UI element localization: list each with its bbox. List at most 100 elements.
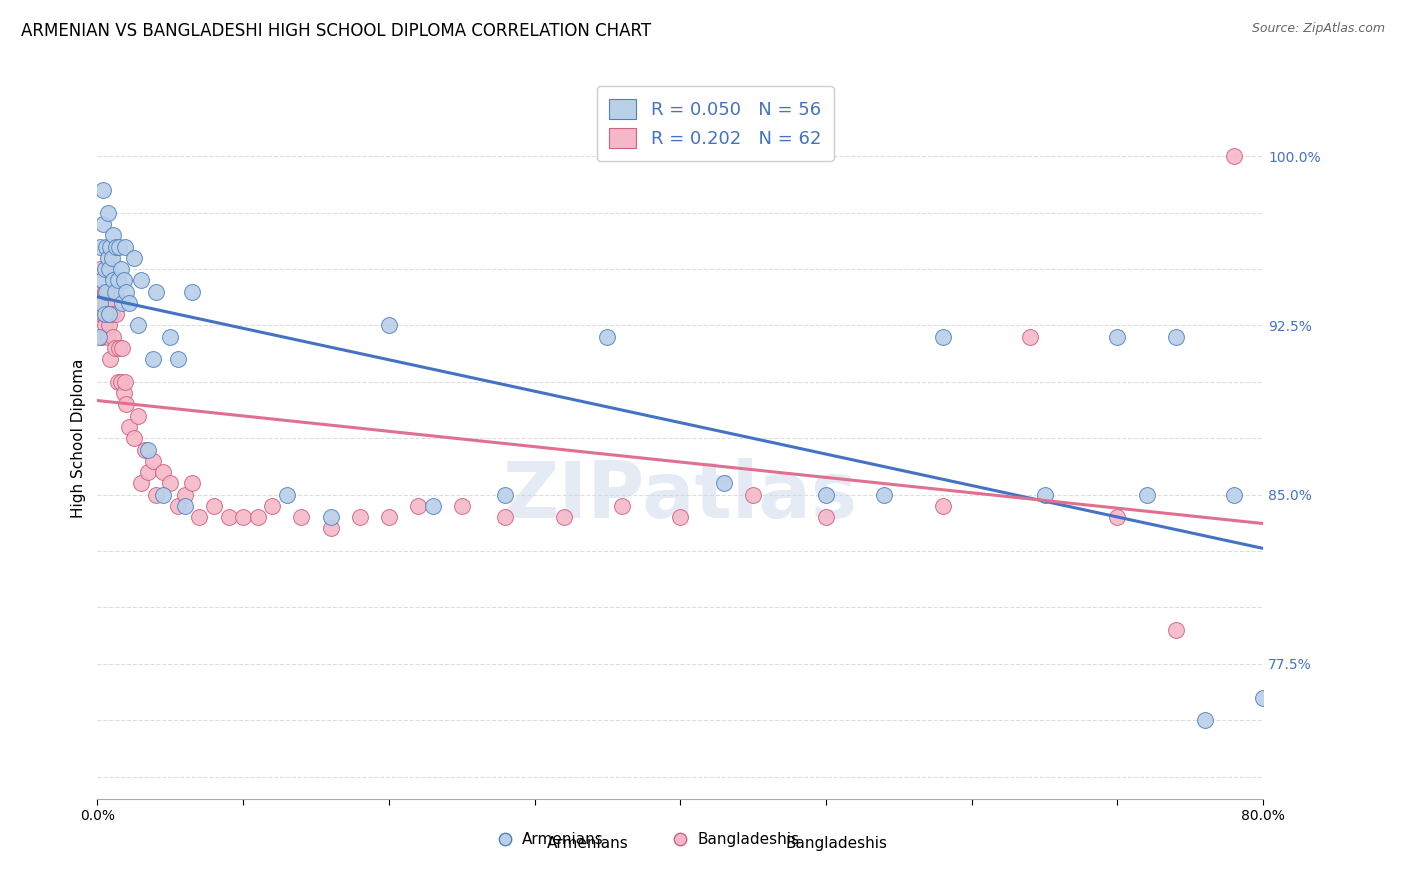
Point xyxy=(319,521,342,535)
Point xyxy=(110,375,132,389)
Point xyxy=(1223,149,1246,163)
Point xyxy=(93,307,115,321)
Point xyxy=(98,307,121,321)
Point xyxy=(378,318,401,333)
Point xyxy=(422,499,444,513)
Point xyxy=(89,262,111,277)
Point xyxy=(349,510,371,524)
Point xyxy=(115,397,138,411)
Point xyxy=(166,352,188,367)
Point xyxy=(218,510,240,524)
Point xyxy=(96,251,118,265)
Point xyxy=(91,307,114,321)
Point xyxy=(110,262,132,277)
Point xyxy=(111,341,134,355)
Point xyxy=(129,476,152,491)
Point xyxy=(142,352,165,367)
Point xyxy=(90,330,112,344)
Point xyxy=(814,510,837,524)
Point xyxy=(142,454,165,468)
Point xyxy=(96,330,118,344)
Point xyxy=(105,239,128,253)
Point xyxy=(138,442,160,457)
Point xyxy=(101,307,124,321)
Point xyxy=(93,285,115,299)
Point xyxy=(87,296,110,310)
Point xyxy=(742,488,765,502)
Point xyxy=(118,420,141,434)
Text: Source: ZipAtlas.com: Source: ZipAtlas.com xyxy=(1251,22,1385,36)
Point xyxy=(96,285,118,299)
Point xyxy=(98,318,121,333)
Point xyxy=(103,273,125,287)
Point xyxy=(1107,330,1129,344)
Point xyxy=(145,285,167,299)
Point xyxy=(111,296,134,310)
Point xyxy=(122,431,145,445)
Text: ZIPatlas: ZIPatlas xyxy=(503,458,858,534)
Point xyxy=(1194,713,1216,727)
Point xyxy=(107,273,129,287)
Point xyxy=(118,296,141,310)
Point xyxy=(108,239,131,253)
Point xyxy=(89,307,111,321)
Point xyxy=(553,510,575,524)
Point xyxy=(105,307,128,321)
Point xyxy=(104,285,127,299)
Point xyxy=(1164,330,1187,344)
Point xyxy=(159,476,181,491)
Point xyxy=(96,206,118,220)
Text: Armenians: Armenians xyxy=(522,831,603,847)
Point xyxy=(406,499,429,513)
Point xyxy=(181,285,204,299)
Point xyxy=(127,318,149,333)
Point xyxy=(246,510,269,524)
Point xyxy=(450,499,472,513)
Point xyxy=(713,476,735,491)
Point xyxy=(103,330,125,344)
Point xyxy=(494,510,516,524)
Point xyxy=(115,285,138,299)
Point xyxy=(91,183,114,197)
Point xyxy=(1019,330,1042,344)
Point xyxy=(127,409,149,423)
Point xyxy=(98,262,121,277)
Point xyxy=(94,239,117,253)
Point xyxy=(93,262,115,277)
Point xyxy=(98,296,121,310)
Point xyxy=(181,476,204,491)
Point xyxy=(173,499,195,513)
Point xyxy=(1251,690,1274,705)
Point xyxy=(114,375,136,389)
Point xyxy=(100,239,122,253)
Point xyxy=(91,217,114,231)
Point xyxy=(1107,510,1129,524)
Point xyxy=(319,510,342,524)
Point xyxy=(138,465,160,479)
Point xyxy=(814,488,837,502)
Point xyxy=(202,499,225,513)
Point xyxy=(1223,488,1246,502)
Y-axis label: High School Diploma: High School Diploma xyxy=(72,359,86,518)
Point xyxy=(669,832,692,847)
Point xyxy=(129,273,152,287)
Point xyxy=(188,510,211,524)
Point xyxy=(669,510,692,524)
Point xyxy=(89,239,111,253)
Point xyxy=(104,341,127,355)
Point xyxy=(112,273,135,287)
Point xyxy=(134,442,156,457)
Point xyxy=(290,510,312,524)
Point xyxy=(107,375,129,389)
Point xyxy=(94,296,117,310)
Point xyxy=(93,318,115,333)
Point xyxy=(378,510,401,524)
Point xyxy=(166,499,188,513)
Point xyxy=(122,251,145,265)
Point xyxy=(87,330,110,344)
Point xyxy=(152,465,174,479)
Point xyxy=(596,330,619,344)
Point xyxy=(173,488,195,502)
Point xyxy=(1164,623,1187,637)
Point xyxy=(610,499,633,513)
